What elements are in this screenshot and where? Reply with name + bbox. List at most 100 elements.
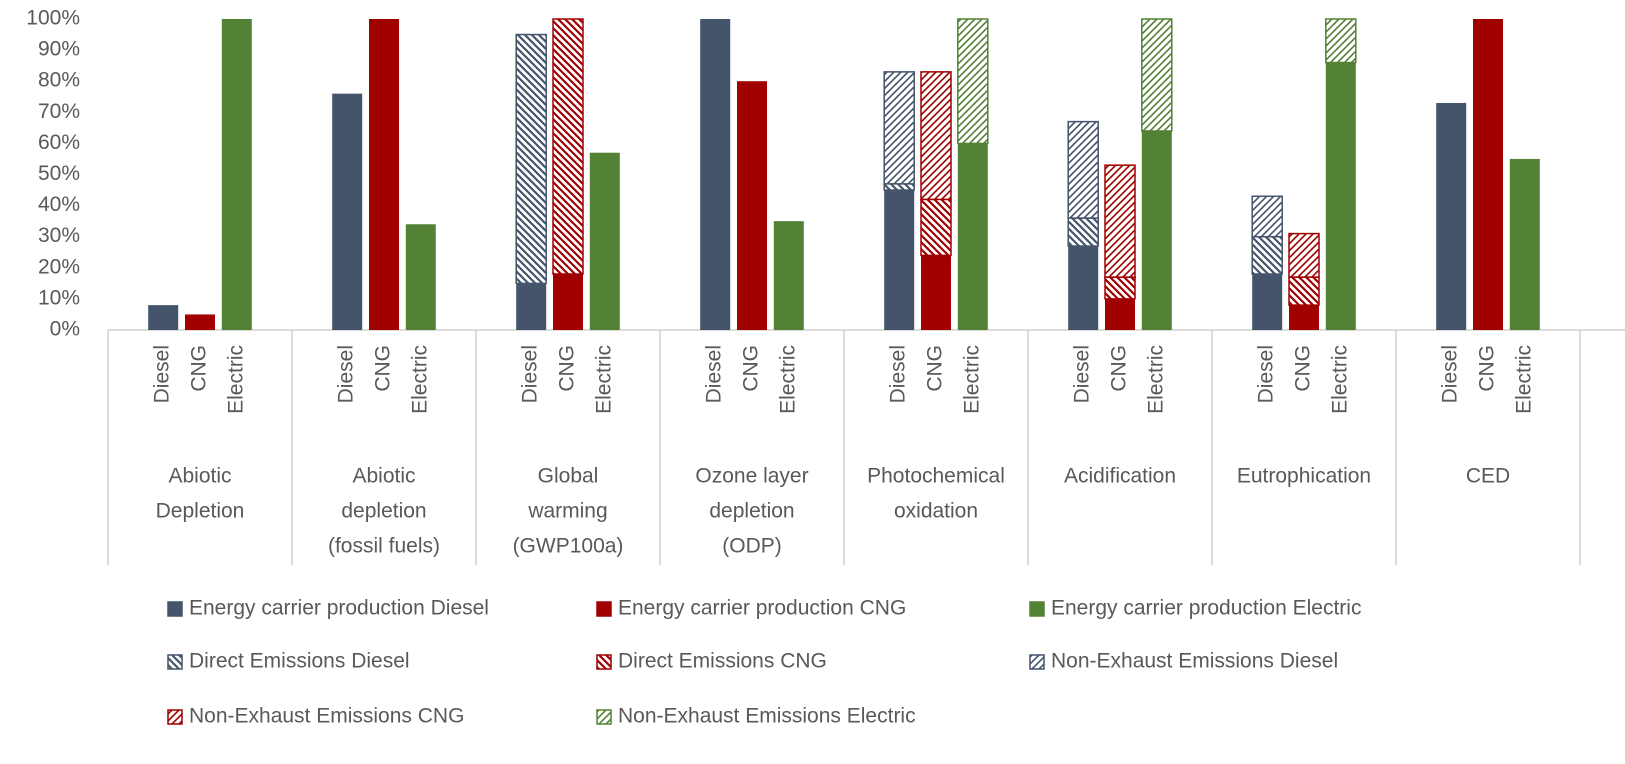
x-tick-label: Electric [960,345,983,414]
group-label: Abiotic [352,465,415,488]
bar-segment [369,19,399,330]
bar-segment [921,255,951,330]
legend-swatch [1029,654,1045,670]
bar-segment [1288,276,1320,306]
bar-segment [1104,276,1136,300]
group-label: depletion [341,500,426,523]
bar-segment [148,305,179,330]
bar-segment [1473,19,1503,330]
y-tick-label: 0% [50,318,80,341]
legend-swatch [596,601,612,617]
x-tick-label: Diesel [1439,345,1462,403]
bar-segment [773,221,804,330]
x-tick-label: Diesel [1071,345,1094,403]
bar-segment [553,274,583,330]
y-tick-label: 10% [38,286,80,309]
bar-segment [1251,195,1283,238]
x-tick-label: Diesel [151,345,174,403]
x-tick-label: Electric [776,345,799,414]
bar-segment [221,19,252,330]
y-tick-label: 30% [38,224,80,247]
x-tick-label: CNG [1108,345,1131,392]
y-tick-label: 50% [38,162,80,185]
legend-swatch [167,709,183,725]
x-tick-label: Diesel [335,345,358,403]
y-tick-label: 100% [26,7,80,30]
bar-segment [1141,18,1173,132]
bar-segment [957,18,989,145]
legend-label: Energy carrier production CNG [618,597,906,620]
bar-segment [1104,164,1136,278]
legend-swatch [167,601,183,617]
group-label: Abiotic [168,465,231,488]
bar-segment [1325,18,1357,64]
legend-swatch [1029,601,1045,617]
legend-label: Energy carrier production Diesel [189,597,489,620]
group-label: warming [527,500,607,523]
bar-segment [883,183,915,191]
bar-segment [883,71,915,185]
group-label: (fossil fuels) [328,535,440,558]
legend-swatch [167,654,183,670]
x-tick-label: Electric [1144,345,1167,414]
x-tick-label: CNG [740,345,763,392]
y-tick-label: 70% [38,100,80,123]
bar-segment [700,19,731,330]
x-tick-label: Diesel [519,345,542,403]
legend-swatch [596,654,612,670]
x-tick-label: Electric [1512,345,1535,414]
bar-segment [920,71,952,201]
bar-segment [1105,298,1135,330]
group-label: (ODP) [722,535,782,558]
bar-segment [332,93,363,330]
bar-segment [405,224,436,330]
x-tick-label: CNG [1476,345,1499,392]
x-tick-label: Electric [592,345,615,414]
y-tick-label: 20% [38,255,80,278]
bar-segment [1289,305,1319,330]
group-label: Acidification [1064,465,1176,488]
group-label: CED [1466,465,1510,488]
bar-segment [516,283,547,330]
group-label: Eutrophication [1237,465,1371,488]
bar-segment [1325,62,1356,330]
legend-label: Direct Emissions CNG [618,650,827,673]
bar-segment [1509,158,1540,330]
legend-label: Direct Emissions Diesel [189,650,410,673]
x-tick-label: Diesel [703,345,726,403]
group-label: Global [538,465,599,488]
bar-segment [1141,130,1172,330]
bar-segment [957,143,988,330]
x-tick-label: CNG [556,345,579,392]
legend-swatch [596,709,612,725]
group-label: depletion [709,500,794,523]
x-tick-label: CNG [924,345,947,392]
bar-segment [1436,102,1467,330]
bar-segment [920,198,952,257]
legend-label: Energy carrier production Electric [1051,597,1361,620]
x-tick-label: Diesel [887,345,910,403]
x-tick-label: Diesel [1255,345,1278,403]
bar-segment [884,190,915,330]
bar-segment [1067,217,1099,247]
x-tick-label: CNG [188,345,211,392]
bar-segment [515,33,547,285]
x-tick-label: CNG [1292,345,1315,392]
y-tick-label: 40% [38,193,80,216]
group-label: oxidation [894,500,978,523]
bar-segment [1068,246,1099,330]
bar-segment [1252,274,1283,330]
legend-label: Non-Exhaust Emissions Diesel [1051,650,1338,673]
legend-label: Non-Exhaust Emissions Electric [618,705,916,728]
bar-segment [1067,120,1099,219]
bar-segment [185,314,215,330]
group-label: Ozone layer [695,465,808,488]
group-label: Depletion [156,500,245,523]
bar-segment [1251,235,1283,275]
bar-segment [1288,232,1320,278]
x-tick-label: Electric [408,345,431,414]
x-tick-label: Electric [224,345,247,414]
x-tick-label: CNG [372,345,395,392]
y-tick-label: 60% [38,131,80,154]
